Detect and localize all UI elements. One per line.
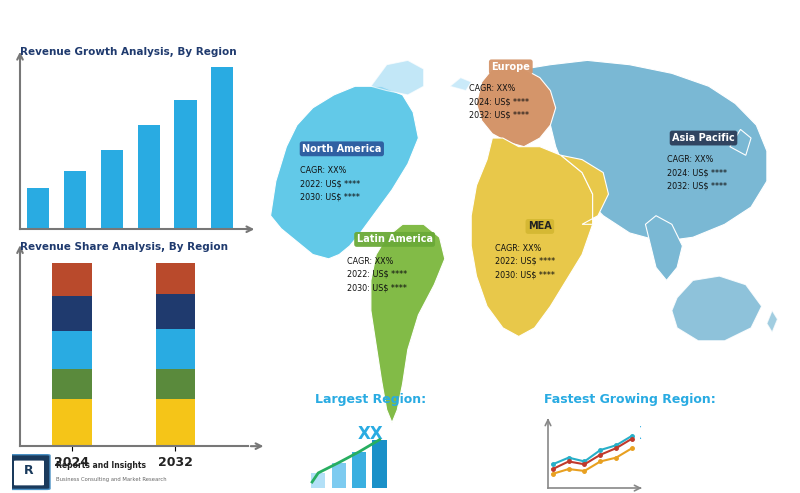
Bar bbox=[52, 369, 91, 398]
Bar bbox=[174, 101, 197, 229]
Bar bbox=[156, 294, 195, 329]
Text: Largest Region:: Largest Region: bbox=[315, 392, 426, 406]
Polygon shape bbox=[646, 216, 682, 281]
Polygon shape bbox=[672, 276, 762, 341]
Text: GLOBAL MAGNETIC COUPLINGS MARKET REGIONAL LEVEL ANALYSIS: GLOBAL MAGNETIC COUPLINGS MARKET REGIONA… bbox=[8, 21, 484, 34]
Text: CAGR: XX%
2024: US$ ****
2032: US$ ****: CAGR: XX% 2024: US$ **** 2032: US$ **** bbox=[469, 84, 529, 119]
FancyBboxPatch shape bbox=[14, 460, 44, 485]
Text: CAGR: XX%
2024: US$ ****
2032: US$ ****: CAGR: XX% 2024: US$ **** 2032: US$ **** bbox=[666, 155, 726, 191]
Text: Business Consulting and Market Research: Business Consulting and Market Research bbox=[56, 477, 166, 482]
Bar bbox=[156, 263, 195, 294]
Bar bbox=[352, 452, 366, 488]
Bar bbox=[372, 440, 386, 488]
Text: North America: North America bbox=[302, 144, 382, 154]
Text: Reports and Insights: Reports and Insights bbox=[56, 461, 146, 470]
Text: Revenue Growth Analysis, By Region: Revenue Growth Analysis, By Region bbox=[20, 47, 237, 57]
Polygon shape bbox=[371, 224, 445, 423]
Bar bbox=[211, 67, 234, 229]
Text: CAGR: XX%
2022: US$ ****
2030: US$ ****: CAGR: XX% 2022: US$ **** 2030: US$ **** bbox=[495, 244, 555, 279]
Polygon shape bbox=[477, 65, 556, 147]
Polygon shape bbox=[767, 311, 778, 332]
Polygon shape bbox=[561, 155, 609, 224]
Polygon shape bbox=[270, 86, 418, 259]
Bar bbox=[156, 369, 195, 398]
Text: MEA: MEA bbox=[528, 221, 552, 232]
Bar bbox=[101, 150, 123, 229]
Bar bbox=[52, 263, 91, 296]
Text: Asia Pacific: Asia Pacific bbox=[672, 133, 735, 143]
Polygon shape bbox=[730, 130, 751, 155]
Bar bbox=[52, 398, 91, 446]
Polygon shape bbox=[524, 60, 767, 242]
Bar bbox=[52, 296, 91, 331]
Bar bbox=[156, 329, 195, 369]
Polygon shape bbox=[371, 60, 424, 95]
Polygon shape bbox=[450, 78, 471, 91]
Text: CAGR: XX%
2022: US$ ****
2030: US$ ****: CAGR: XX% 2022: US$ **** 2030: US$ **** bbox=[300, 166, 360, 202]
Bar bbox=[138, 125, 160, 229]
Text: Europe: Europe bbox=[491, 62, 530, 72]
Text: R: R bbox=[24, 464, 34, 477]
Bar bbox=[156, 398, 195, 446]
Bar bbox=[311, 473, 326, 488]
Text: Fastest Growing Region:: Fastest Growing Region: bbox=[544, 392, 715, 406]
Bar bbox=[331, 462, 346, 488]
Text: Revenue Share Analysis, By Region: Revenue Share Analysis, By Region bbox=[20, 242, 228, 252]
Polygon shape bbox=[471, 138, 593, 336]
Text: XX: XX bbox=[617, 424, 642, 443]
Text: Latin America: Latin America bbox=[357, 234, 433, 245]
Text: XX: XX bbox=[358, 424, 384, 443]
Bar bbox=[64, 171, 86, 229]
Text: CAGR: XX%
2022: US$ ****
2030: US$ ****: CAGR: XX% 2022: US$ **** 2030: US$ **** bbox=[347, 257, 407, 292]
Bar bbox=[27, 188, 50, 229]
Bar bbox=[52, 331, 91, 369]
FancyBboxPatch shape bbox=[8, 455, 50, 490]
